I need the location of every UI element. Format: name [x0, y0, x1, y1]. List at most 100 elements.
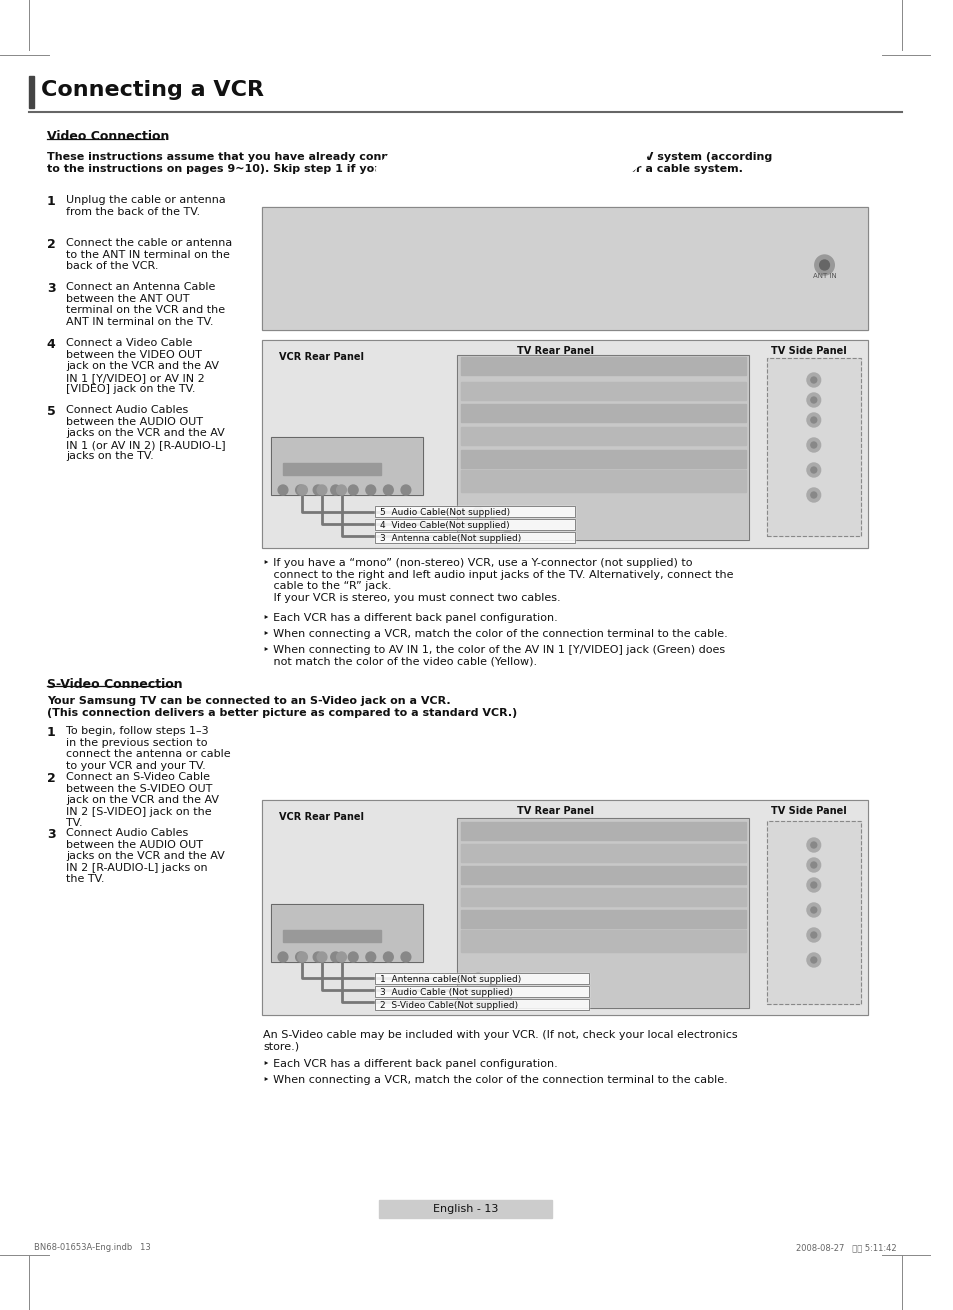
Circle shape	[316, 485, 327, 495]
Circle shape	[336, 952, 346, 962]
Bar	[283, 462, 380, 476]
Text: ‣ If you have a “mono” (non-stereo) VCR, use a Y-connector (not supplied) to
   : ‣ If you have a “mono” (non-stereo) VCR,…	[263, 558, 733, 603]
Circle shape	[806, 858, 820, 872]
Bar	[456, 817, 749, 1007]
Text: ‣ When connecting to AV IN 1, the color of the AV IN 1 [Y/VIDEO] jack (Green) do: ‣ When connecting to AV IN 1, the color …	[263, 645, 725, 667]
Bar	[460, 470, 744, 493]
Circle shape	[473, 973, 482, 982]
Circle shape	[297, 485, 307, 495]
Bar	[375, 986, 589, 997]
Text: Connecting a VCR: Connecting a VCR	[41, 80, 264, 100]
Bar	[30, 76, 34, 107]
Bar	[460, 844, 744, 862]
Text: TV Rear Panel: TV Rear Panel	[517, 346, 594, 356]
Text: Video Connection: Video Connection	[47, 130, 169, 143]
Text: Connect an Antenna Cable
between the ANT OUT
terminal on the VCR and the
ANT IN : Connect an Antenna Cable between the ANT…	[67, 282, 225, 326]
Circle shape	[366, 952, 375, 962]
Circle shape	[316, 952, 327, 962]
Circle shape	[806, 903, 820, 917]
Bar	[261, 800, 867, 1015]
Text: 3: 3	[47, 828, 55, 841]
Circle shape	[278, 952, 288, 962]
Circle shape	[810, 466, 816, 473]
Circle shape	[348, 485, 357, 495]
Circle shape	[806, 927, 820, 942]
Bar	[261, 800, 867, 1015]
Bar	[460, 866, 744, 884]
Circle shape	[810, 397, 816, 403]
Circle shape	[295, 485, 305, 495]
Text: 1: 1	[47, 195, 55, 208]
Circle shape	[810, 882, 816, 888]
Bar	[375, 1000, 589, 1010]
Bar	[460, 358, 744, 375]
Bar	[261, 207, 867, 330]
Bar	[460, 451, 744, 468]
Circle shape	[366, 485, 375, 495]
Text: Your Samsung TV can be connected to an S-Video jack on a VCR.
(This connection d: Your Samsung TV can be connected to an S…	[47, 696, 517, 718]
Text: Unplug the cable or antenna
from the back of the TV.: Unplug the cable or antenna from the bac…	[67, 195, 226, 216]
Circle shape	[400, 952, 411, 962]
Circle shape	[810, 931, 816, 938]
Circle shape	[400, 485, 411, 495]
Circle shape	[383, 485, 393, 495]
Text: 4  Video Cable(Not supplied): 4 Video Cable(Not supplied)	[379, 521, 509, 531]
Text: English - 13: English - 13	[433, 1204, 497, 1214]
Circle shape	[313, 485, 323, 495]
Text: 3: 3	[47, 282, 55, 295]
Text: 5  Audio Cable(Not supplied): 5 Audio Cable(Not supplied)	[379, 508, 509, 517]
Text: 2  S-Video Cable(Not supplied): 2 S-Video Cable(Not supplied)	[379, 1001, 517, 1010]
Circle shape	[806, 952, 820, 967]
Text: These instructions assume that you have already connected your TV to an antenna : These instructions assume that you have …	[47, 152, 771, 174]
Text: Connect a Video Cable
between the VIDEO OUT
jack on the VCR and the AV
IN 1 [Y/V: Connect a Video Cable between the VIDEO …	[67, 338, 219, 394]
Bar	[456, 817, 749, 1007]
Bar	[456, 355, 749, 540]
Circle shape	[806, 413, 820, 427]
Circle shape	[502, 531, 512, 541]
Text: ‣ Each VCR has a different back panel configuration.: ‣ Each VCR has a different back panel co…	[263, 1058, 558, 1069]
Text: An S-Video cable may be included with your VCR. (If not, check your local electr: An S-Video cable may be included with yo…	[263, 1030, 738, 1052]
Circle shape	[810, 441, 816, 448]
Circle shape	[810, 842, 816, 848]
Bar	[460, 821, 744, 840]
Bar	[375, 973, 589, 984]
Circle shape	[806, 489, 820, 502]
Bar	[271, 438, 422, 495]
Circle shape	[295, 952, 305, 962]
Bar	[375, 519, 574, 531]
Bar	[261, 207, 867, 330]
Circle shape	[487, 985, 497, 996]
Circle shape	[297, 952, 307, 962]
Bar	[460, 383, 744, 400]
Circle shape	[348, 952, 357, 962]
Circle shape	[383, 952, 393, 962]
Circle shape	[810, 377, 816, 383]
Text: 1  Antenna cable(Not supplied): 1 Antenna cable(Not supplied)	[379, 975, 520, 984]
Bar	[766, 821, 860, 1003]
Bar	[460, 427, 744, 445]
Bar	[460, 910, 744, 927]
Text: 5: 5	[47, 405, 55, 418]
Circle shape	[278, 485, 288, 495]
Circle shape	[810, 493, 816, 498]
Bar	[375, 532, 574, 544]
Text: Connect Audio Cables
between the AUDIO OUT
jacks on the VCR and the AV
IN 1 (or : Connect Audio Cables between the AUDIO O…	[67, 405, 226, 461]
Text: 4: 4	[47, 338, 55, 351]
Circle shape	[806, 462, 820, 477]
Text: VCR Rear Panel: VCR Rear Panel	[279, 352, 364, 362]
Text: ‣ Each VCR has a different back panel configuration.: ‣ Each VCR has a different back panel co…	[263, 613, 558, 624]
Text: TV Rear Panel: TV Rear Panel	[517, 806, 594, 816]
Bar	[271, 904, 422, 962]
Text: ANT IN: ANT IN	[812, 272, 836, 279]
Circle shape	[810, 417, 816, 423]
Text: S-Video Connection: S-Video Connection	[47, 679, 182, 690]
Text: Connect Audio Cables
between the AUDIO OUT
jacks on the VCR and the AV
IN 2 [R-A: Connect Audio Cables between the AUDIO O…	[67, 828, 225, 884]
Circle shape	[313, 952, 323, 962]
Bar	[375, 506, 574, 517]
Circle shape	[819, 259, 828, 270]
Circle shape	[473, 507, 482, 517]
Circle shape	[806, 838, 820, 852]
Circle shape	[331, 485, 340, 495]
Circle shape	[502, 997, 512, 1007]
Bar	[271, 438, 422, 495]
